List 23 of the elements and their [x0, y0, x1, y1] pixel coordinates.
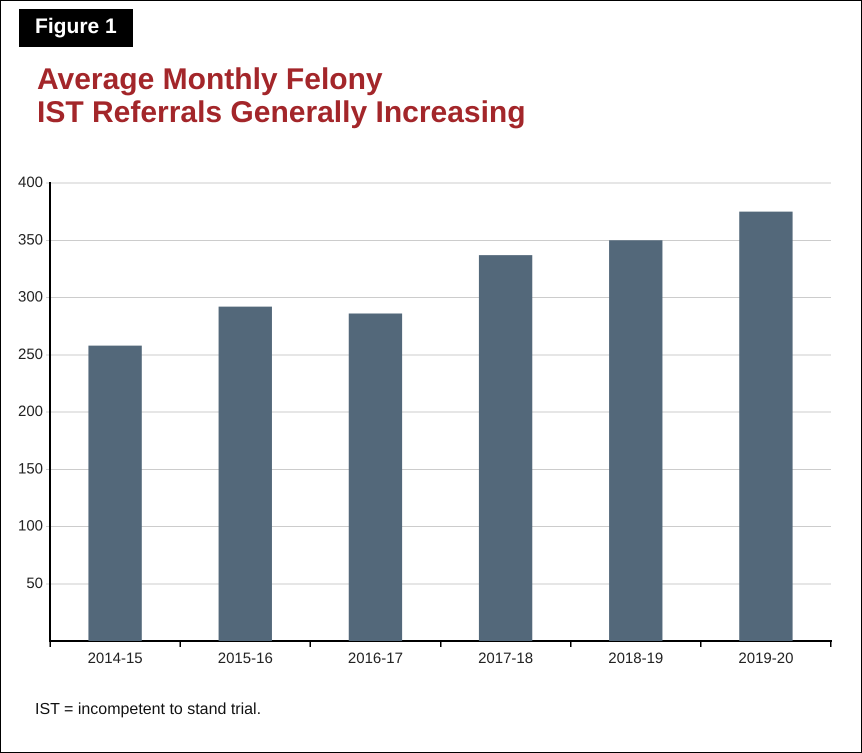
x-tick-label: 2014-15	[88, 650, 143, 668]
y-tick-label: 150	[18, 460, 44, 478]
x-tick-label: 2015-16	[218, 650, 273, 668]
x-tick-label: 2016-17	[348, 650, 403, 668]
caption: Figure 1	[19, 9, 133, 47]
chart-title: Average Monthly Felony IST Referrals Generally Increasing	[37, 63, 526, 129]
y-tick-label: 100	[18, 518, 44, 535]
bar	[348, 314, 402, 641]
bar	[88, 346, 142, 641]
y-tick-label: 350	[18, 231, 44, 248]
bar	[739, 212, 793, 641]
y-tick-label: 250	[18, 346, 44, 363]
y-tick-label: 50	[26, 574, 44, 592]
bar	[478, 255, 532, 641]
x-tick-label: 2017-18	[478, 650, 534, 668]
y-tick-label: 400	[18, 174, 44, 192]
y-tick-label: 300	[18, 288, 44, 306]
bar	[609, 240, 662, 641]
x-tick-label: 2019-20	[738, 650, 794, 668]
bar	[218, 306, 272, 641]
text: IST = incompetent to stand trial.	[35, 701, 262, 719]
y-tick-label: 200	[18, 403, 44, 420]
x-tick-label: 2018-19	[608, 650, 664, 668]
